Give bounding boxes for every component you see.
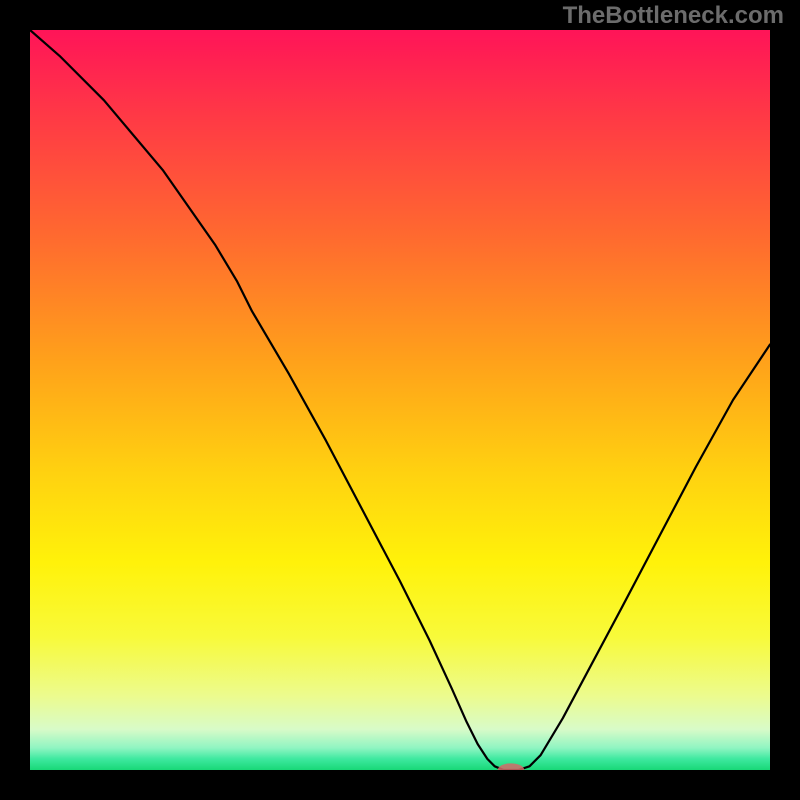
chart-frame: TheBottleneck.com — [0, 0, 800, 800]
bottleneck-chart — [30, 30, 770, 770]
gradient-background — [30, 30, 770, 770]
watermark-text: TheBottleneck.com — [563, 2, 784, 30]
